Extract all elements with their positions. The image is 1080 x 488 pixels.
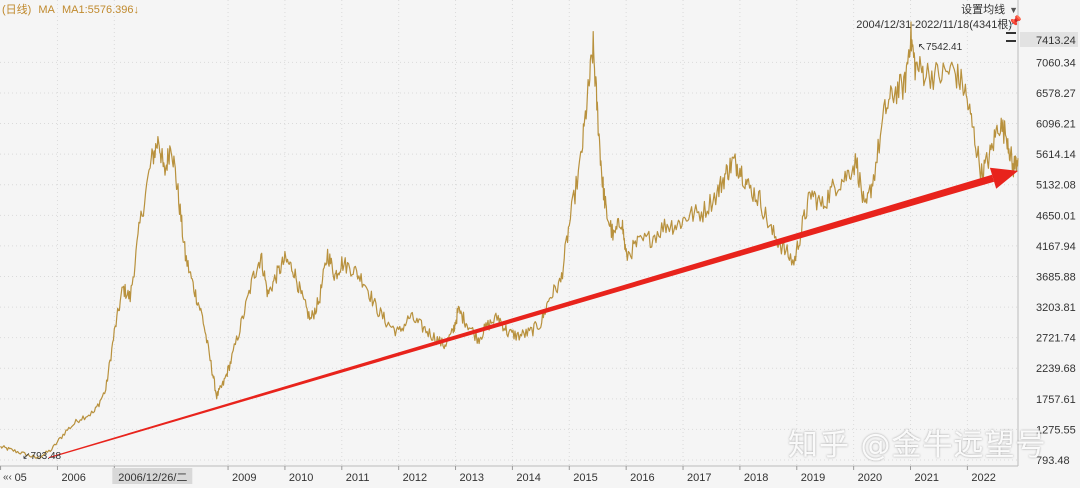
y-tick-label: 1275.55 <box>1036 424 1076 436</box>
trend-arrow-shaft <box>48 174 995 459</box>
x-tick-label: 2012 <box>403 472 427 484</box>
y-tick-label: 2721.74 <box>1036 333 1076 345</box>
min-price-label: ↙793.48 <box>22 451 61 462</box>
x-tick-label: 2009 <box>232 472 256 484</box>
price-series-line <box>0 21 1019 460</box>
ma-settings-button[interactable]: 设置均线 ▼ <box>961 1 1018 17</box>
x-tick-label: 2013 <box>460 472 484 484</box>
x-tick-label: 2010 <box>289 472 313 484</box>
y-tick-label: 7060.34 <box>1036 57 1076 69</box>
current-price-box <box>1020 32 1078 47</box>
trend-arrowhead <box>989 167 1018 189</box>
pin-icon[interactable]: 📌 <box>1008 16 1022 28</box>
y-tick-label: 2239.68 <box>1036 363 1076 375</box>
x-tick-label: 2021 <box>915 472 939 484</box>
y-tick-label: 3685.88 <box>1036 271 1076 283</box>
x-tick-label: 2006/12/26/二 <box>118 472 187 484</box>
ma-settings-label: 设置均线 <box>961 4 1006 16</box>
x-tick-label: 2014 <box>516 472 540 484</box>
period-label: (日线) <box>2 4 32 16</box>
ma-value: MA1:5576.396↓ <box>61 4 140 16</box>
x-tick-label: 05 <box>15 472 27 484</box>
chevron-down-icon: ▼ <box>1009 5 1018 15</box>
date-range-label: 2004/12/31-2022/11/18(4341根) <box>856 19 1012 31</box>
y-axis: 7413.24 7060.34 6578.27 6096.21 5614.14 5132.… <box>1020 32 1078 467</box>
y-tick-label: 3203.81 <box>1036 302 1076 314</box>
x-tick-label: 2022 <box>971 472 995 484</box>
menu-icon[interactable] <box>1006 32 1016 42</box>
x-tick-label: 2016 <box>630 472 654 484</box>
annotation-layer: ↖7542.41 ↙793.48 <box>22 42 962 462</box>
y-tick-label: 4650.01 <box>1036 210 1076 222</box>
x-tick-label: 2020 <box>858 472 882 484</box>
y-tick-label: 4167.94 <box>1036 241 1076 253</box>
y-tick-label: 5132.08 <box>1036 180 1076 192</box>
y-tick-label: 6578.27 <box>1036 88 1076 100</box>
x-tick-label: 2011 <box>346 472 370 484</box>
ma-label: MA <box>38 4 55 16</box>
y-tick-label: 793.48 <box>1036 455 1070 467</box>
x-tick-label: 2018 <box>744 472 768 484</box>
grid-lines <box>0 0 1019 467</box>
y-tick-label: 5614.14 <box>1036 149 1076 161</box>
y-tick-label: 7413.24 <box>1036 35 1076 47</box>
x-tick-label: 2017 <box>687 472 711 484</box>
x-cursor-highlight <box>112 468 193 484</box>
ma-indicator: (日线) MA MA1:5576.396↓ <box>2 1 143 17</box>
y-tick-label: 6096.21 <box>1036 119 1076 131</box>
y-tick-label: 1757.61 <box>1036 394 1076 406</box>
trend-arrow-layer <box>48 167 1018 459</box>
x-tick-label: 2015 <box>573 472 597 484</box>
watermark: 知乎 @金牛远望号 <box>788 428 1047 463</box>
max-price-label: ↖7542.41 <box>918 42 963 53</box>
series-layer <box>0 21 1019 460</box>
x-tick-label: 2006 <box>61 472 85 484</box>
x-tick-label: 2019 <box>801 472 825 484</box>
x-axis: 05 2006 2006/12/26/二 2009 2010 2011 2012 2013 20… <box>0 466 996 484</box>
scroll-left-icon[interactable]: «‹ <box>3 472 12 483</box>
